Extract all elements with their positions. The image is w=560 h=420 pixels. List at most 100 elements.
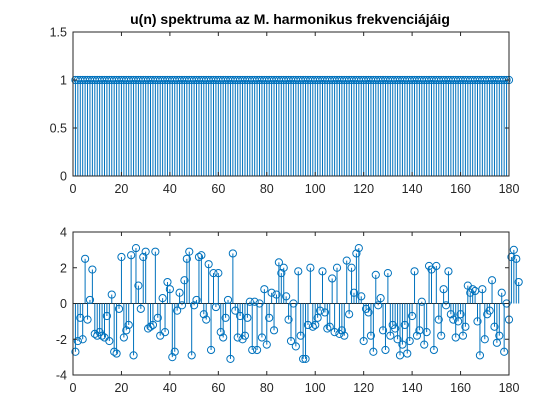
bottom-stem-marker-174 xyxy=(490,322,499,331)
bottom-stem-marker-122 xyxy=(364,308,373,317)
bottom-stem-marker-175 xyxy=(492,338,501,347)
bottom-stem-marker-142 xyxy=(412,331,422,340)
bottom-stem-marker-120 xyxy=(359,336,368,346)
bottom-stem-marker-152 xyxy=(437,331,446,340)
bottom-stem-marker-48 xyxy=(185,247,194,256)
bottom-stem-marker-85 xyxy=(274,258,283,267)
bottom-stem-marker-87 xyxy=(279,263,288,272)
top-xtick-label-40: 40 xyxy=(163,182,177,196)
bottom-ytick-label-4: 4 xyxy=(60,226,67,240)
bottom-stem-marker-138 xyxy=(403,349,412,358)
top-xtick-label-160: 160 xyxy=(450,182,471,196)
bottom-stem-marker-113 xyxy=(342,256,351,265)
top-stem-series xyxy=(71,75,514,176)
bottom-stem-marker-53 xyxy=(197,251,206,260)
bottom-axis-ticks: 0 20 40 60 80 100 120 140 160 180 -4 -2 0 2 4 xyxy=(56,226,520,396)
bottom-stem-marker-51 xyxy=(192,295,201,305)
bottom-stem-marker-39 xyxy=(163,277,172,287)
bottom-stem-marker-16 xyxy=(107,290,116,299)
top-ytick-label-1.5: 1.5 xyxy=(50,26,67,40)
bottom-stem-marker-33 xyxy=(148,320,158,330)
bottom-stem-marker-89 xyxy=(284,315,293,324)
bottom-stem-marker-170 xyxy=(480,335,489,344)
bottom-stem-marker-165 xyxy=(468,285,477,294)
bottom-stem-marker-52 xyxy=(194,252,204,262)
bottom-stem-marker-40 xyxy=(165,285,174,294)
bottom-stem-marker-49 xyxy=(187,351,196,360)
bottom-stem-marker-137 xyxy=(400,320,409,330)
bottom-stem-marker-78 xyxy=(257,333,267,342)
bottom-stem-marker-71 xyxy=(240,331,250,340)
bottom-stem-marker-23 xyxy=(124,320,133,330)
bottom-stem-marker-79 xyxy=(260,285,269,294)
bottom-stem-marker-2 xyxy=(73,336,82,346)
bottom-subplot: 0 20 40 60 80 100 120 140 160 180 -4 -2 0 2 4 xyxy=(56,226,523,396)
bottom-stem-marker-32 xyxy=(146,322,155,331)
bottom-stem-marker-84 xyxy=(272,290,281,299)
bottom-stem-marker-101 xyxy=(313,313,322,322)
bottom-stem-marker-60 xyxy=(214,269,223,278)
bottom-stem-marker-56 xyxy=(204,260,213,269)
bottom-stem-marker-22 xyxy=(122,326,131,335)
bottom-stem-marker-12 xyxy=(97,331,107,340)
bottom-stem-marker-73 xyxy=(245,297,254,306)
bottom-stem-marker-117 xyxy=(352,249,361,258)
bottom-stem-marker-19 xyxy=(114,304,124,313)
bottom-stem-marker-80 xyxy=(262,340,271,349)
bottom-stem-marker-6 xyxy=(83,315,92,324)
bottom-stem-marker-159 xyxy=(454,317,463,326)
top-xtick-label-80: 80 xyxy=(260,182,274,196)
bottom-stem-marker-93 xyxy=(294,267,303,276)
bottom-stem-marker-58 xyxy=(209,269,218,278)
bottom-stem-marker-55 xyxy=(202,315,211,324)
bottom-stem-marker-153 xyxy=(439,285,448,294)
bottom-stem-marker-168 xyxy=(475,351,485,360)
bottom-xtick-label-20: 20 xyxy=(114,381,128,395)
bottom-stem-marker-44 xyxy=(175,288,184,297)
bottom-stem-marker-172 xyxy=(485,306,494,315)
bottom-stem-marker-66 xyxy=(228,249,237,258)
bottom-stem-marker-109 xyxy=(332,263,342,272)
bottom-stem-marker-24 xyxy=(127,251,136,260)
bottom-stem-marker-35 xyxy=(153,313,162,322)
bottom-stem-marker-76 xyxy=(252,345,262,355)
top-axes-frame xyxy=(72,31,510,177)
top-axis-ticks: 0 20 40 60 80 100 120 140 160 180 0 0.5 1 1.5 xyxy=(50,26,520,197)
bottom-stem-marker-104 xyxy=(320,308,330,317)
bottom-stem-marker-5 xyxy=(81,254,90,263)
bottom-stem-marker-127 xyxy=(376,294,385,303)
bottom-ytick-label--2: -2 xyxy=(56,333,67,347)
bottom-xtick-label-60: 60 xyxy=(211,381,225,395)
bottom-stem-marker-178 xyxy=(500,347,509,356)
bottom-xtick-label-180: 180 xyxy=(499,381,520,395)
bottom-xtick-label-120: 120 xyxy=(353,381,374,395)
bottom-stem-marker-34 xyxy=(151,247,160,256)
bottom-stem-marker-72 xyxy=(243,313,252,322)
bottom-stem-marker-119 xyxy=(357,292,366,301)
bottom-stem-marker-67 xyxy=(231,306,240,315)
bottom-stem-marker-105 xyxy=(323,324,332,333)
bottom-stem-marker-27 xyxy=(134,281,143,290)
bottom-stem-marker-140 xyxy=(408,311,417,321)
top-xtick-label-60: 60 xyxy=(211,182,225,196)
bottom-stem-marker-106 xyxy=(325,322,334,331)
top-ytick-label-0: 0 xyxy=(60,170,67,184)
bottom-stem-marker-65 xyxy=(226,354,235,364)
bottom-stem-marker-46 xyxy=(180,276,189,285)
bottom-stem-marker-28 xyxy=(136,304,145,313)
top-ytick-label-0.5: 0.5 xyxy=(50,122,67,136)
bottom-stem-marker-146 xyxy=(422,328,431,337)
bottom-stem-marker-181 xyxy=(507,252,516,262)
bottom-stem-marker-86 xyxy=(277,269,286,278)
bottom-xtick-label-100: 100 xyxy=(305,381,326,395)
bottom-stem-marker-103 xyxy=(318,267,327,276)
bottom-stem-marker-141 xyxy=(410,267,419,276)
bottom-stem-marker-154 xyxy=(441,301,451,310)
bottom-stem-marker-115 xyxy=(347,263,356,272)
bottom-stem-marker-177 xyxy=(497,288,506,297)
top-xtick-label-100: 100 xyxy=(305,182,326,196)
bottom-stem-marker-167 xyxy=(473,317,482,326)
bottom-stem-marker-90 xyxy=(286,336,296,346)
bottom-stem-marker-26 xyxy=(131,243,141,253)
